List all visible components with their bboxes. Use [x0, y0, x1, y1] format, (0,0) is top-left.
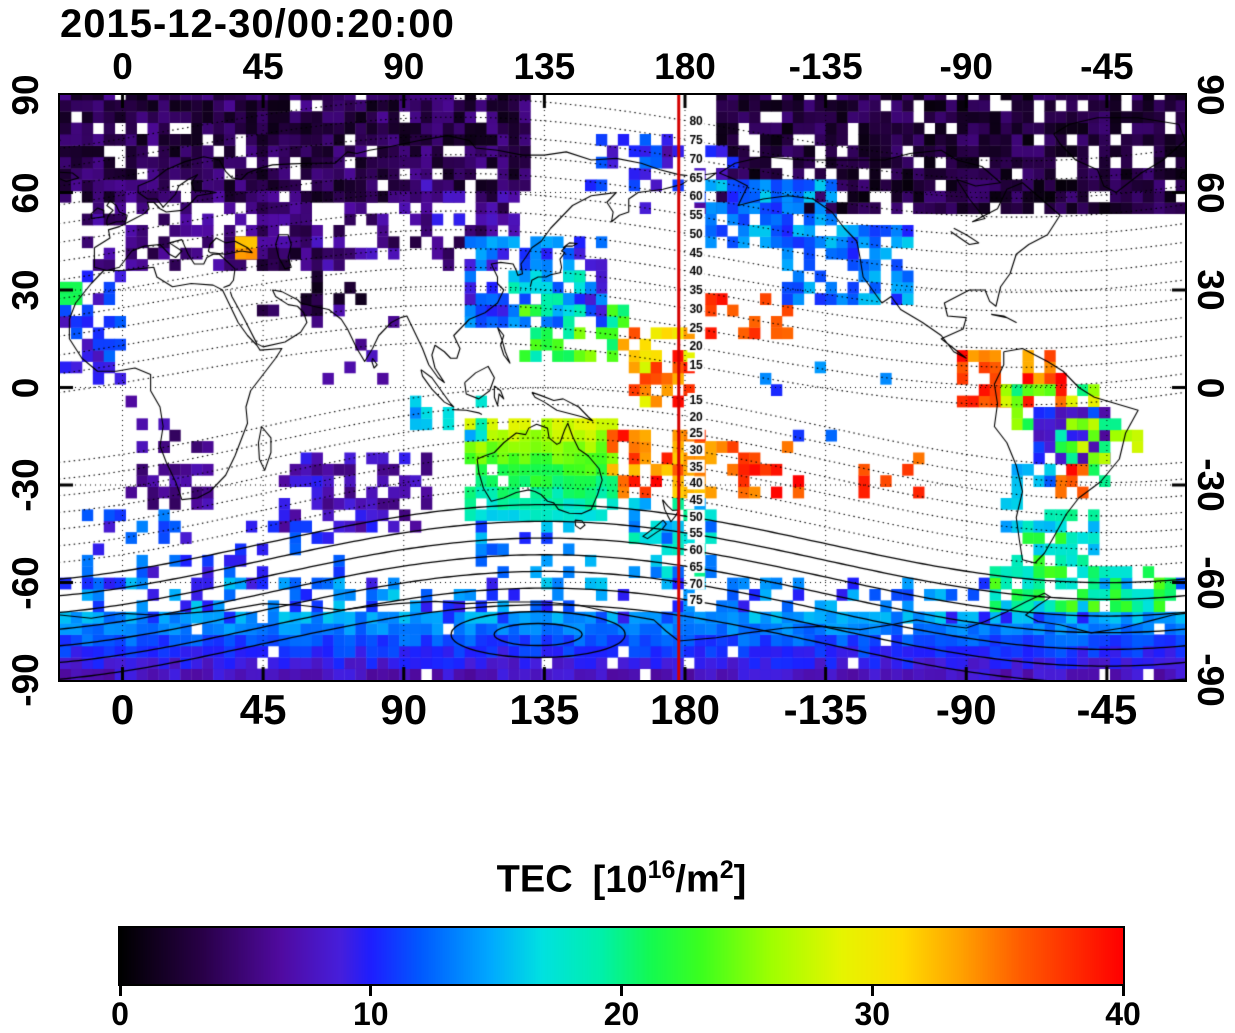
colorbar-title-exponent2: 2: [719, 856, 734, 884]
lat-tick-label-right: 60: [1190, 171, 1231, 214]
lat-tick-label-left: 90: [5, 74, 46, 116]
lon-tick-label-bottom: 180: [649, 686, 721, 733]
lon-tick-label-top: 0: [112, 46, 133, 87]
lat-tick-label-right: -90: [1190, 653, 1231, 707]
colorbar-tick-label: 10: [352, 996, 389, 1032]
lon-tick-label-top: 45: [242, 46, 284, 87]
colorbar-tick: [369, 985, 373, 996]
lat-tick-label-right: 0: [1190, 377, 1231, 398]
lon-tick-label-bottom: 0: [110, 686, 135, 733]
colorbar-title-per: /m: [675, 858, 720, 901]
lon-tick-label-top: 135: [513, 46, 576, 87]
lat-tick-label-left: 60: [5, 171, 46, 214]
lon-tick-label-top: 90: [383, 46, 425, 87]
map-plot-frame: [58, 93, 1187, 682]
lon-tick-label-top: -135: [788, 46, 863, 87]
colorbar-gradient-canvas: [120, 928, 1123, 984]
lon-tick-label-bottom: -135: [783, 686, 868, 733]
lat-tick-label-left: -60: [5, 555, 46, 610]
colorbar-tick-label: 20: [603, 996, 640, 1032]
lon-tick-label-bottom: -90: [935, 686, 997, 733]
lat-tick-label-left: 0: [5, 377, 46, 398]
lon-tick-label-top: -90: [939, 46, 993, 87]
colorbar-title-exponent: 16: [647, 856, 676, 884]
lon-tick-label-top: 180: [654, 46, 716, 87]
lat-tick-label-left: 30: [5, 269, 46, 311]
lon-tick-label-bottom: 135: [509, 686, 580, 733]
colorbar-tick: [1121, 985, 1125, 996]
lon-tick-label-top: -45: [1080, 46, 1134, 87]
colorbar-tick: [870, 985, 874, 996]
colorbar-tick-label: 30: [854, 996, 891, 1032]
lat-tick-label-right: -60: [1190, 555, 1231, 610]
lat-tick-label-right: 90: [1190, 74, 1231, 116]
colorbar-title-open: [10: [592, 858, 648, 901]
lon-tick-label-bottom: -45: [1076, 686, 1138, 733]
colorbar-tick: [620, 985, 623, 996]
timestamp-title: 2015-12-30/00:20:00: [60, 2, 455, 46]
colorbar-title: TEC [1016/m2]: [118, 856, 1125, 902]
colorbar-tick: [118, 985, 122, 996]
colorbar-tick-label: 0: [111, 996, 129, 1032]
lon-tick-label-bottom: 90: [380, 686, 428, 733]
colorbar-title-name: TEC: [496, 858, 573, 901]
lat-tick-label-right: 30: [1190, 269, 1231, 311]
colorbar: [118, 926, 1125, 986]
lat-tick-label-right: -30: [1190, 458, 1231, 512]
lon-tick-label-bottom: 45: [239, 686, 287, 733]
lat-tick-label-left: -90: [5, 653, 46, 707]
colorbar-title-close: ]: [733, 858, 747, 901]
colorbar-tick-label: 40: [1105, 996, 1141, 1032]
lat-tick-label-left: -30: [5, 458, 46, 512]
tec-world-map-canvas: [60, 95, 1185, 680]
